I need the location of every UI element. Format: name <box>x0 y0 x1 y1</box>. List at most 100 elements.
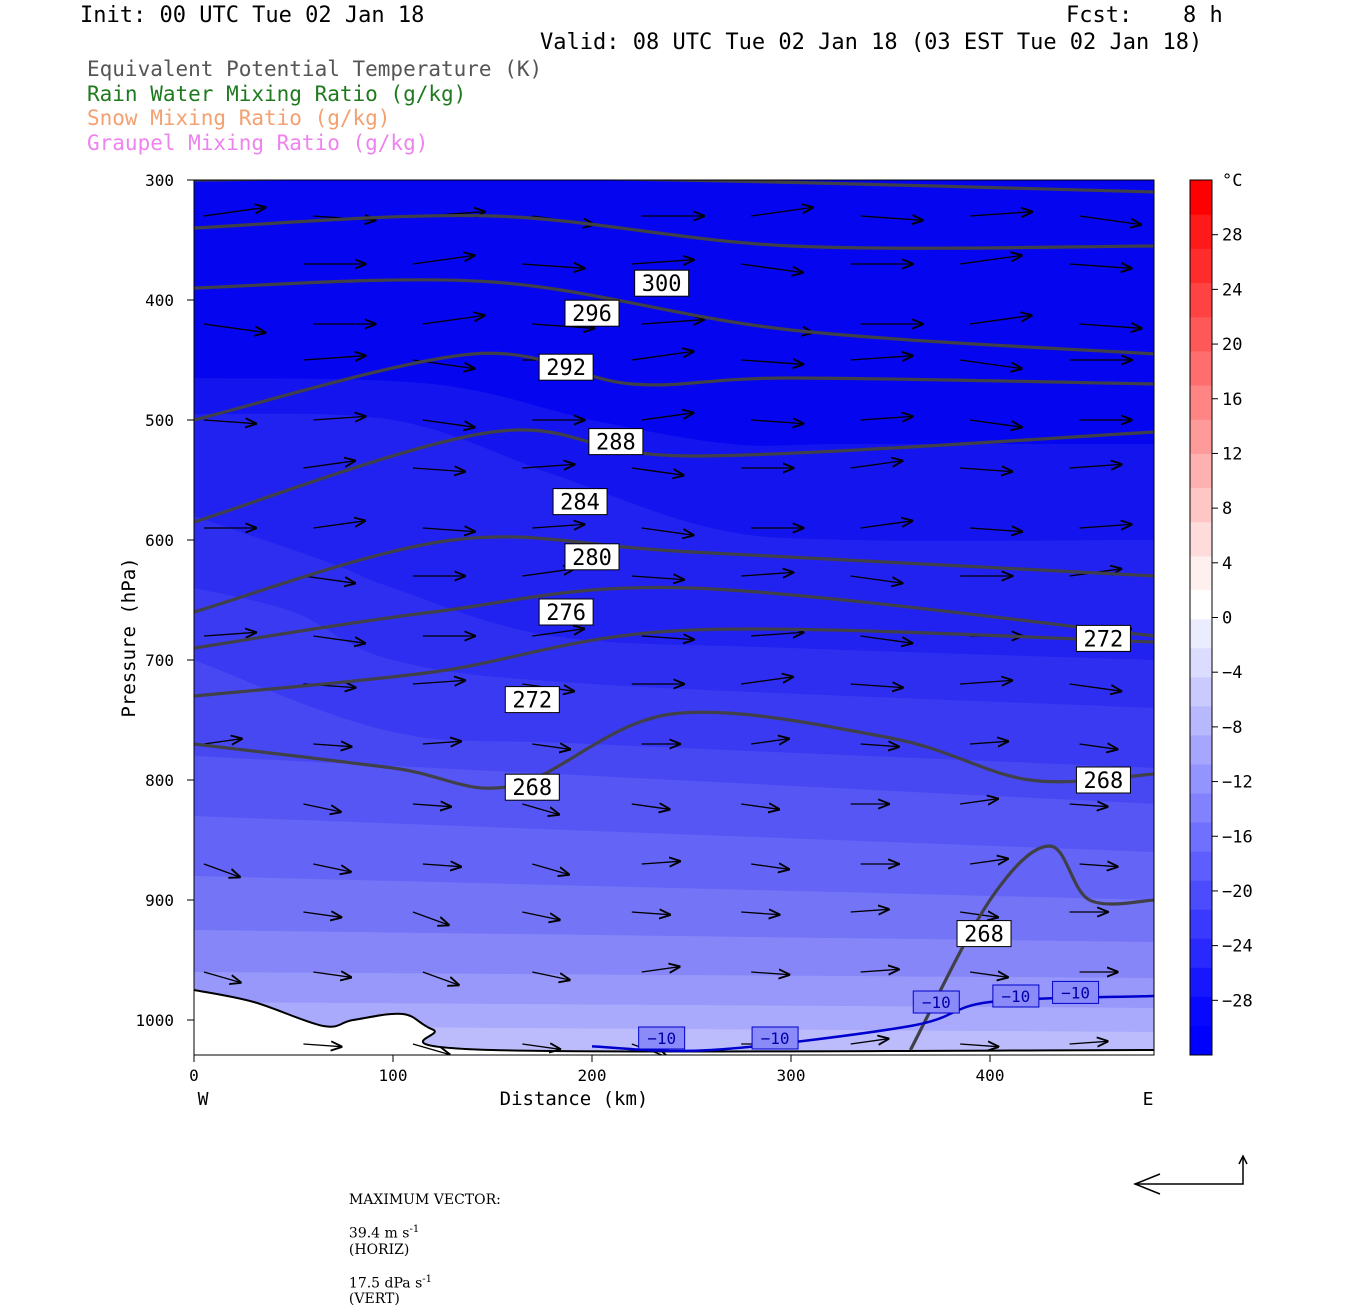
vert-tag: (VERT) <box>348 1291 400 1307</box>
wind-vector <box>522 911 559 920</box>
contour-label-box <box>1075 624 1131 652</box>
contour-label: 300 <box>642 272 682 297</box>
wind-vector <box>631 260 694 264</box>
theta-e-contour <box>194 585 1154 650</box>
colorbar-swatch <box>1190 521 1212 557</box>
wind-vector <box>751 420 803 424</box>
wind-vector <box>1079 215 1141 225</box>
wind-vector <box>960 1044 998 1047</box>
wind-vector <box>960 912 998 917</box>
isotherm-label: −10 <box>1001 987 1030 1006</box>
theta-e-contour <box>194 351 1154 422</box>
y-tick-label: 800 <box>145 771 174 790</box>
colorbar-swatch <box>1190 316 1212 352</box>
colorbar-swatch <box>1190 555 1212 591</box>
contour-label-box <box>504 773 560 801</box>
wind-vector <box>522 803 559 815</box>
colorbar-swatch <box>1190 350 1212 386</box>
colorbar-swatch <box>1190 735 1212 765</box>
wind-vector <box>203 420 256 424</box>
wind-vector <box>751 632 803 636</box>
y-tick-label: 500 <box>145 411 174 430</box>
y-tick-label: 400 <box>145 291 174 310</box>
wind-vector <box>303 461 354 469</box>
wind-vector <box>303 912 341 917</box>
wind-vector <box>532 863 569 875</box>
wind-vector <box>313 863 350 872</box>
colorbar-tick-label: 4 <box>1222 554 1232 574</box>
colorbar-swatch <box>1190 793 1212 824</box>
contour-label: 296 <box>572 302 612 327</box>
colorbar-unit: °C <box>1222 171 1242 191</box>
colorbar-swatch <box>1190 385 1212 420</box>
wind-vector <box>860 521 912 529</box>
wind-vector <box>313 416 365 420</box>
contour-label-box <box>564 543 620 571</box>
forecast-hour: 8 h <box>1183 3 1223 28</box>
wind-vector <box>412 468 465 472</box>
y-tick-label: 900 <box>145 891 174 910</box>
wind-vector <box>203 739 242 744</box>
contour-label: 272 <box>512 689 552 714</box>
wind-vector <box>751 207 812 217</box>
wind-vector <box>422 528 475 532</box>
wind-vector <box>532 971 569 980</box>
wind-vector <box>412 680 465 684</box>
contour-label: 268 <box>964 923 1004 948</box>
wind-vector <box>1079 744 1118 749</box>
west-label: W <box>198 1089 209 1110</box>
wind-vector <box>631 467 684 475</box>
valid-time: Valid: 08 UTC Tue 02 Jan 18 (03 EST Tue … <box>540 30 1203 55</box>
colorbar-swatch <box>1190 590 1212 620</box>
colorbar-tick-label: 12 <box>1222 444 1242 464</box>
theta-e-contour <box>194 180 1154 194</box>
wind-vector <box>422 971 459 985</box>
wind-vector <box>970 859 1008 864</box>
wind-vector <box>203 323 265 333</box>
colorbar-tick-label: 20 <box>1222 335 1242 355</box>
contour-label: 292 <box>546 356 586 381</box>
wind-vector <box>641 861 680 864</box>
wind-vector <box>631 912 670 915</box>
forecast-label: Fcst: <box>1066 3 1133 28</box>
contour-label-box <box>1075 766 1131 794</box>
wind-vector <box>532 524 584 528</box>
horiz-tag: (HORIZ) <box>348 1241 410 1258</box>
wind-vector <box>860 744 899 747</box>
wind-vector <box>412 911 449 925</box>
colorbar-tick-label: −20 <box>1222 882 1253 902</box>
colorbar-swatch <box>1190 822 1212 853</box>
wind-vector <box>631 351 693 361</box>
contour-label: 276 <box>546 601 586 626</box>
colorbar-tick-label: −16 <box>1222 827 1253 847</box>
colorbar-tick-label: −8 <box>1222 718 1242 738</box>
colorbar-swatch <box>1190 909 1212 940</box>
wind-vector <box>970 972 1008 977</box>
colorbar-tick-label: 28 <box>1222 226 1242 246</box>
isotherm-label: −10 <box>922 993 951 1012</box>
wind-vector <box>313 744 351 747</box>
contour-label-box <box>956 920 1012 948</box>
wind-vector <box>1069 464 1122 468</box>
wind-vector <box>631 804 670 809</box>
wind-vector <box>850 909 889 912</box>
colorbar-swatch <box>1190 419 1212 454</box>
wind-vector <box>532 744 570 749</box>
theta-e-contour <box>194 278 1154 356</box>
wind-vector <box>960 255 1021 265</box>
wind-vector <box>741 572 793 576</box>
wind-vector <box>641 967 680 972</box>
colorbar-swatch <box>1190 996 1212 1027</box>
isotherm-label: −10 <box>1061 983 1090 1002</box>
theta-e-contour <box>194 627 1154 698</box>
colorbar-tick-label: −24 <box>1222 937 1253 957</box>
legend-entry: Graupel Mixing Ratio (g/kg) <box>87 130 429 155</box>
contour-label-box <box>538 598 594 626</box>
x-tick-label: 0 <box>189 1066 199 1085</box>
isotherm-label-box <box>638 1026 686 1050</box>
y-tick-label: 700 <box>145 651 174 670</box>
wind-vector <box>631 576 684 580</box>
wind-vector <box>303 1044 341 1047</box>
contour-label-box <box>504 686 560 714</box>
contour-label: 268 <box>512 776 552 801</box>
